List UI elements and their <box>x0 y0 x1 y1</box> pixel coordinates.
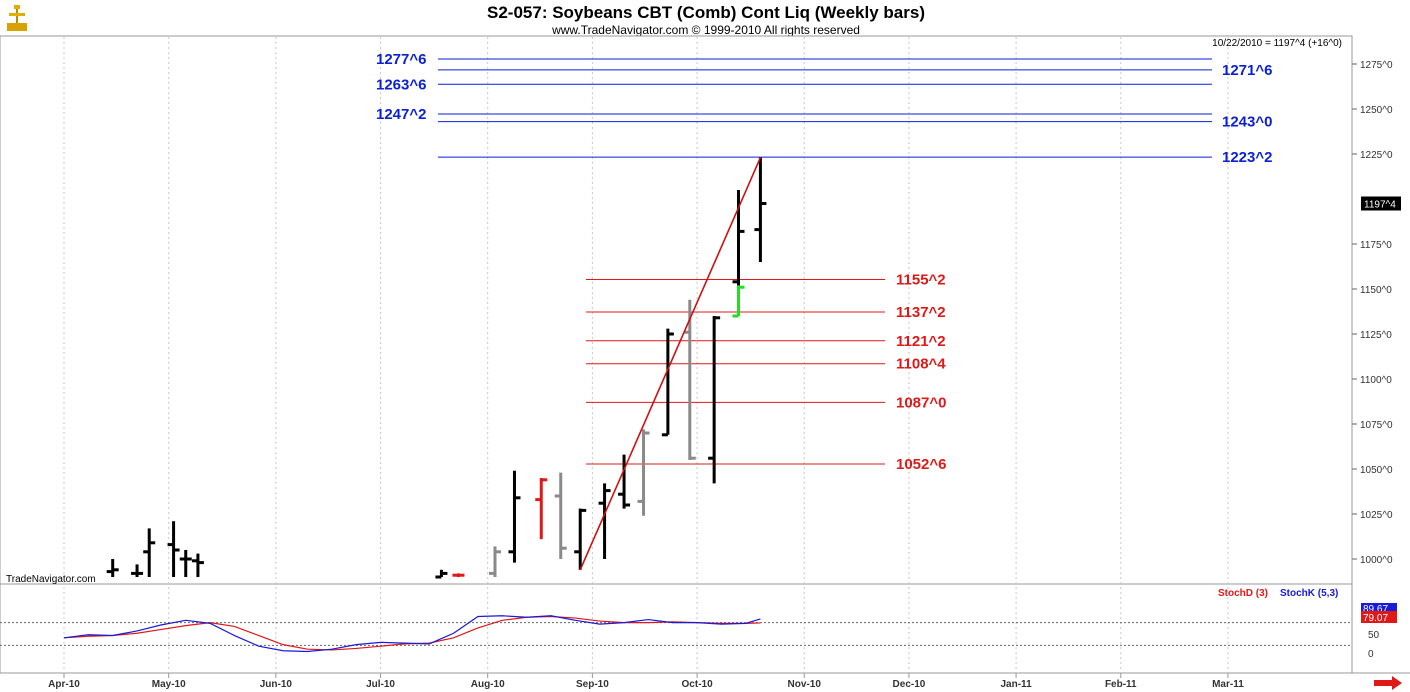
stochK-value: 89.67 <box>1363 604 1388 615</box>
price-bar <box>488 546 501 577</box>
support-label: 1155^2 <box>896 272 946 289</box>
month-label: Oct-10 <box>682 679 714 690</box>
price-bar <box>574 508 587 570</box>
month-label: Apr-10 <box>48 679 80 690</box>
month-label: Dec-10 <box>893 679 926 690</box>
resistance-label: 1277^6 <box>376 51 426 68</box>
price-bar <box>179 550 192 577</box>
month-label: Nov-10 <box>788 679 822 690</box>
price-bar <box>143 528 156 577</box>
resistance-label: 1263^6 <box>376 76 426 93</box>
resistance-label: 1247^2 <box>376 106 426 123</box>
price-bar <box>732 285 745 318</box>
watermark: TradeNavigator.com <box>6 574 96 585</box>
price-bar <box>167 521 180 577</box>
month-label: Mar-11 <box>1212 679 1244 690</box>
price-bar <box>535 478 548 540</box>
stochK-value-marker <box>1361 603 1397 613</box>
month-label: Aug-10 <box>471 679 505 690</box>
resistance-label: 1243^0 <box>1222 114 1272 131</box>
price-bar <box>435 569 448 579</box>
price-tick-label: 1175^0 <box>1360 240 1392 251</box>
price-bar <box>637 429 650 516</box>
month-label: Jul-10 <box>366 679 395 690</box>
chart-header: S2-057: Soybeans CBT (Comb) Cont Liq (We… <box>487 3 1342 49</box>
chart-subtitle: www.TradeNavigator.com © 1999-2010 All r… <box>551 23 860 37</box>
stochD-value-marker <box>1361 611 1397 623</box>
month-label: May-10 <box>152 679 186 690</box>
price-bar <box>754 157 767 262</box>
price-axis: 1000^0 1025^0 1050^0 1075^0 1100^0 1125^0 1150… <box>1352 60 1401 566</box>
level-lines: 1277^6 1271^6 1263^6 1247^2 1243^0 1223^2 1155… <box>376 51 1272 473</box>
month-label: Feb-11 <box>1105 679 1137 690</box>
stochD-legend: StochD (3) <box>1218 588 1268 599</box>
price-tick-label: 1275^0 <box>1360 60 1393 71</box>
support-label: 1052^6 <box>896 456 946 473</box>
price-bar <box>598 483 611 559</box>
support-label: 1108^4 <box>896 356 946 373</box>
stochK-legend: StochK (5,3) <box>1280 588 1338 599</box>
price-bar <box>683 299 696 460</box>
time-axis: Apr-10 May-10 Jun-10 Jul-10 Aug-10 Sep-10 Oct-… <box>48 673 1244 690</box>
price-bars <box>106 157 767 579</box>
price-bar <box>708 316 721 484</box>
price-bar <box>661 328 674 437</box>
price-bar <box>618 454 631 509</box>
price-tick-label: 1225^0 <box>1360 150 1393 161</box>
price-tick-label: 1050^0 <box>1360 465 1393 476</box>
month-gridlines <box>63 37 1229 672</box>
last-price-label: 1197^4 <box>1364 200 1396 211</box>
resistance-label: 1223^2 <box>1222 149 1272 166</box>
stochD-value: 79.07 <box>1363 613 1388 624</box>
last-price-marker <box>1361 196 1401 211</box>
support-label: 1087^0 <box>896 394 946 411</box>
trendline <box>579 157 762 571</box>
price-bar <box>191 553 204 577</box>
support-label: 1121^2 <box>896 333 946 350</box>
scroll-right-icon[interactable] <box>1374 676 1402 690</box>
price-bar <box>554 472 567 559</box>
price-tick-label: 1100^0 <box>1360 375 1392 386</box>
last-price-info: 10/22/2010 = 1197^4 (+16^0) <box>1212 38 1342 49</box>
trendline-group <box>579 157 762 571</box>
resistance-label: 1271^6 <box>1222 62 1272 79</box>
month-label: Sep-10 <box>576 679 609 690</box>
price-tick-label: 1025^0 <box>1360 510 1393 521</box>
price-tick-label: 1150^0 <box>1360 285 1392 296</box>
price-bar <box>508 470 521 563</box>
stoch-series-line <box>63 615 761 653</box>
support-label: 1137^2 <box>896 304 946 321</box>
price-bar <box>452 573 465 577</box>
month-label: Jun-10 <box>260 679 293 690</box>
price-panel-frame <box>0 35 1353 585</box>
price-bar <box>732 190 745 286</box>
price-tick-label: 1000^0 <box>1360 555 1393 566</box>
price-tick-label: 1250^0 <box>1360 105 1393 116</box>
chart-title: S2-057: Soybeans CBT (Comb) Cont Liq (We… <box>487 3 925 22</box>
stoch-tick-label: 0 <box>1368 649 1374 660</box>
price-bar <box>131 564 144 577</box>
price-tick-label: 1125^0 <box>1360 330 1392 341</box>
stoch-panel-frame <box>0 583 1353 674</box>
logo-icon <box>7 5 27 31</box>
price-tick-label: 1075^0 <box>1360 420 1393 431</box>
stoch-tick-label: 50 <box>1368 630 1380 641</box>
month-label: Jan-11 <box>1001 679 1033 690</box>
price-bar <box>106 559 119 577</box>
